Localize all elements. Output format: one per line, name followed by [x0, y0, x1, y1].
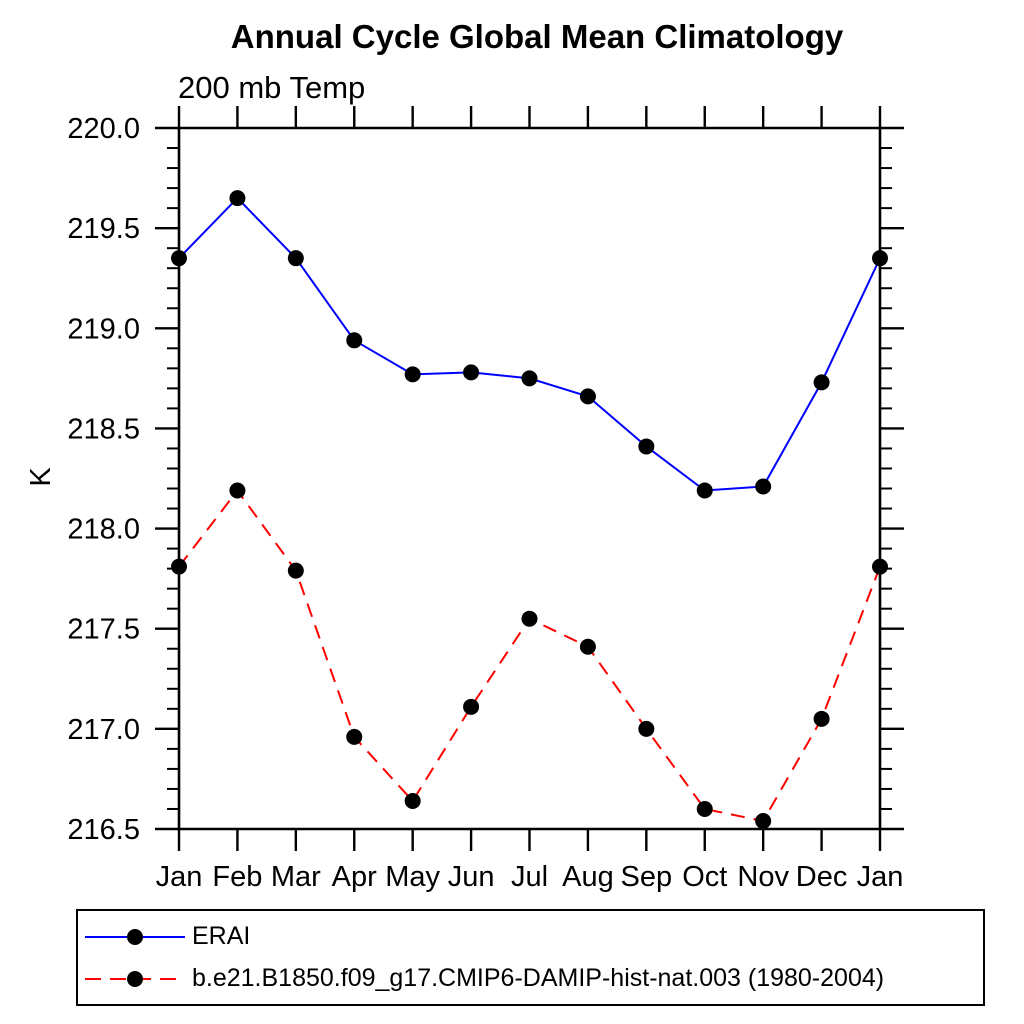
data-point-marker [171, 250, 187, 267]
y-tick-label: 217.0 [67, 714, 140, 746]
y-axis-label: K [25, 467, 57, 487]
legend: ERAI b.e21.B1850.f09_g17.CMIP6-DAMIP-his… [76, 909, 985, 1006]
data-point-marker [521, 610, 538, 627]
data-point-marker [579, 638, 596, 655]
y-tick-label: 217.5 [67, 614, 140, 646]
data-point-marker [755, 478, 772, 495]
data-point-marker [346, 332, 363, 349]
x-tick-label: Nov [737, 861, 789, 893]
data-point-marker [872, 250, 888, 267]
legend-label-model: b.e21.B1850.f09_g17.CMIP6-DAMIP-hist-nat… [192, 964, 885, 992]
y-tick-label: 219.5 [67, 213, 140, 245]
x-tick-label: Apr [332, 861, 377, 893]
data-point-marker [404, 792, 421, 809]
data-point-marker [696, 482, 713, 499]
y-tick-label: 218.0 [67, 514, 140, 546]
data-point-marker [521, 370, 538, 387]
y-tick-label: 220.0 [67, 113, 140, 145]
x-tick-label: Feb [212, 861, 262, 893]
axes: 216.5 217.0 217.5 218.0 218.5 219.0 219.5 220.0… [67, 106, 904, 893]
data-point-marker [813, 374, 830, 391]
y-tick-label: 218.5 [67, 413, 140, 445]
data-point-marker [638, 438, 655, 455]
data-point-marker [638, 720, 655, 737]
data-point-marker [696, 800, 713, 817]
data-point-marker [229, 482, 246, 499]
y-tick-label: 216.5 [67, 814, 140, 846]
data-point-marker [755, 812, 772, 829]
data-point-marker [813, 710, 830, 727]
x-tick-label: Dec [796, 861, 848, 893]
x-tick-label: Jul [511, 861, 548, 893]
series-line-1 [178, 488, 881, 823]
data-point-marker [872, 558, 888, 575]
dashed-line-sample-icon [85, 970, 185, 987]
x-tick-label: Aug [562, 861, 614, 893]
data-series [171, 190, 888, 829]
legend-item-model: b.e21.B1850.f09_g17.CMIP6-DAMIP-hist-nat… [78, 959, 983, 999]
series-line-0 [178, 196, 881, 492]
data-point-marker [404, 366, 421, 383]
data-point-marker [346, 728, 363, 745]
data-point-marker [229, 190, 246, 207]
data-point-marker [171, 558, 187, 575]
x-tick-label: Sep [621, 861, 673, 893]
x-tick-label: Jan [156, 861, 203, 893]
legend-label-erai: ERAI [192, 922, 251, 950]
data-point-marker [287, 562, 304, 579]
data-point-marker [287, 250, 304, 267]
solid-line-sample-icon [85, 928, 185, 945]
x-tick-label: Jan [857, 861, 904, 893]
data-point-marker [463, 364, 480, 381]
chart-title: Annual Cycle Global Mean Climatology [231, 18, 844, 55]
x-tick-label: Mar [271, 861, 321, 893]
x-tick-label: Oct [682, 861, 727, 893]
x-tick-label: May [385, 861, 440, 893]
plot-frame [177, 126, 882, 831]
x-tick-label: Jun [448, 861, 495, 893]
legend-item-erai: ERAI [78, 917, 983, 957]
chart-subtitle: 200 mb Temp [178, 70, 365, 105]
y-tick-label: 219.0 [67, 313, 140, 345]
data-point-marker [579, 388, 596, 405]
data-point-marker [463, 698, 480, 715]
